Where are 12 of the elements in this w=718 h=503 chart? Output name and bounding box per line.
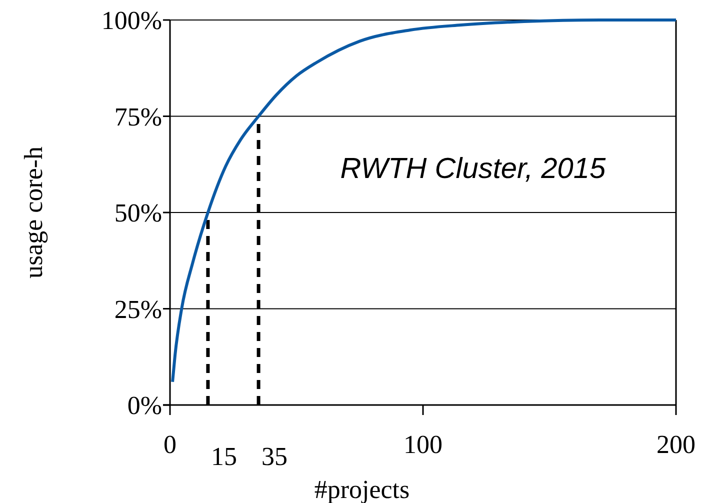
x-tick-label: 0 <box>164 430 176 459</box>
y-tick-label: 100% <box>101 6 162 36</box>
y-tick-label: 0% <box>127 391 162 420</box>
y-tick-label: 50% <box>114 198 162 228</box>
x-tick-label: 100 <box>404 430 442 459</box>
ref-line-label: 15 <box>210 442 237 471</box>
y-axis-title: usage core-h <box>19 146 48 279</box>
y-tick-label: 25% <box>114 294 162 324</box>
y-tick-label: 75% <box>114 102 162 132</box>
x-tick-label: 200 <box>656 430 696 459</box>
annotation: RWTH Cluster, 2015 <box>340 153 607 185</box>
ref-line-label: 35 <box>262 442 288 471</box>
